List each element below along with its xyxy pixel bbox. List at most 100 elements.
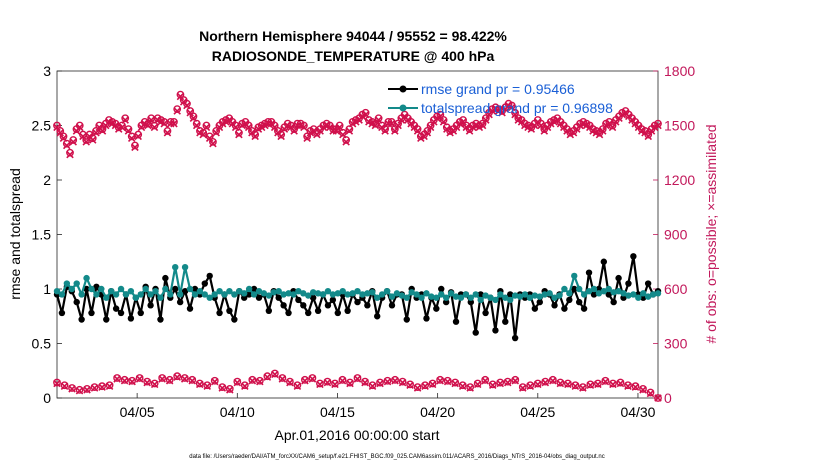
obs-possible-marker [166,117,175,126]
obs-assimilated-marker [473,380,482,389]
totalspread-point [206,294,213,301]
obs-possible-marker [406,380,414,389]
rmse-point [112,305,120,312]
obs-assimilated-marker [75,386,84,395]
rmse-point [295,296,302,304]
totalspread-point [433,294,440,301]
chart-subtitle: RADIOSONDE_TEMPERATURE @ 400 hPa [212,48,495,64]
obs-assimilated-stroke [140,119,149,128]
legend-rmse-marker [399,85,407,93]
rmse-point [127,315,135,322]
obs-assimilated-marker [134,132,142,141]
obs-possible-marker [624,381,632,390]
obs-assimilated-marker [537,121,545,130]
obs-possible-marker [361,108,370,117]
totalspread-point [462,291,470,298]
obs-assimilated-stroke [496,379,505,388]
rmse-point [181,287,189,295]
obs-assimilated-marker [383,377,392,386]
obs-possible-marker [301,375,309,384]
obs-assimilated-stroke [270,123,279,132]
totalspread-point [541,291,548,298]
obs-assimilated-stroke [88,136,97,144]
rmse-point [403,316,410,323]
obs-assimilated-marker [644,132,653,141]
legend-rmse-label: rmse grand pr = 0.95466 [421,81,575,97]
rmse-point [571,285,578,293]
obs-assimilated-marker [534,380,542,389]
obs-assimilated-stroke [195,380,204,389]
obs-assimilated-stroke [601,377,610,386]
rmse-point [103,316,110,323]
obs-assimilated-stroke [553,116,562,124]
obs-assimilated-marker [163,129,172,137]
obs-assimilated-marker [90,384,99,392]
rmse-point [255,294,263,301]
obs-assimilated-marker [526,382,535,390]
obs-assimilated-stroke [158,375,166,383]
totalspread-point [324,287,332,295]
obs-assimilated-marker [413,384,422,392]
obs-assimilated-stroke [549,376,557,385]
rmse-point [58,309,66,317]
rmse-point [531,305,539,312]
obs-assimilated-stroke [118,123,126,132]
obs-assimilated-marker [231,123,240,132]
obs-assimilated-marker [488,381,497,390]
rmse-point [575,298,583,306]
obs-assimilated-stroke [436,376,444,385]
obs-possible-marker [195,379,204,388]
obs-possible-marker [285,377,294,386]
obs-assimilated-stroke [316,380,324,389]
obs-assimilated-marker [188,376,196,385]
obs-assimilated-stroke [173,107,181,115]
totalspread-point [339,287,346,295]
obs-assimilated-stroke [410,123,419,132]
totalspread-point [127,287,135,295]
obs-assimilated-stroke [121,116,129,124]
obs-assimilated-stroke [378,123,386,132]
totalspread-point [103,294,110,301]
obs-assimilated-stroke [75,386,84,395]
obs-assimilated-stroke [628,116,636,124]
obs-assimilated-marker [421,382,429,390]
obs-assimilated-stroke [387,119,396,128]
obs-assimilated-marker [150,123,159,132]
totalspread-point [300,290,307,297]
rmse-point [73,298,80,306]
obs-assimilated-stroke [205,134,214,142]
rmse-point [176,298,184,306]
obs-assimilated-stroke [150,123,159,132]
obs-assimilated-stroke [564,380,572,389]
obs-assimilated-stroke [503,378,512,387]
obs-assimilated-marker [113,375,121,383]
obs-assimilated-stroke [271,370,279,379]
obs-assimilated-marker [482,116,490,124]
obs-assimilated-stroke [391,376,399,385]
rmse-point [354,298,361,306]
obs-assimilated-marker [624,382,632,390]
obs-assimilated-stroke [68,385,76,393]
totalspread-point [270,289,277,296]
obs-assimilated-stroke [478,121,487,130]
obs-possible-marker [578,383,587,391]
totalspread-point [457,294,465,301]
obs-possible-marker [270,369,279,378]
obs-assimilated-marker [75,123,84,132]
obs-assimilated-marker [323,378,332,387]
obs-assimilated-stroke [202,123,211,132]
obs-assimilated-stroke [170,119,178,128]
totalspread-point [186,285,194,293]
obs-assimilated-stroke [563,127,571,135]
y-tick-label-left: 0 [43,390,51,406]
totalspread-point [122,291,130,298]
obs-assimilated-stroke [322,121,331,130]
obs-assimilated-marker [124,127,133,135]
totalspread-point [566,290,573,297]
rmse-point [472,329,479,336]
obs-possible-marker [150,379,159,388]
obs-assimilated-stroke [541,378,550,387]
obs-assimilated-stroke [241,382,249,390]
rmse-point [231,316,238,323]
